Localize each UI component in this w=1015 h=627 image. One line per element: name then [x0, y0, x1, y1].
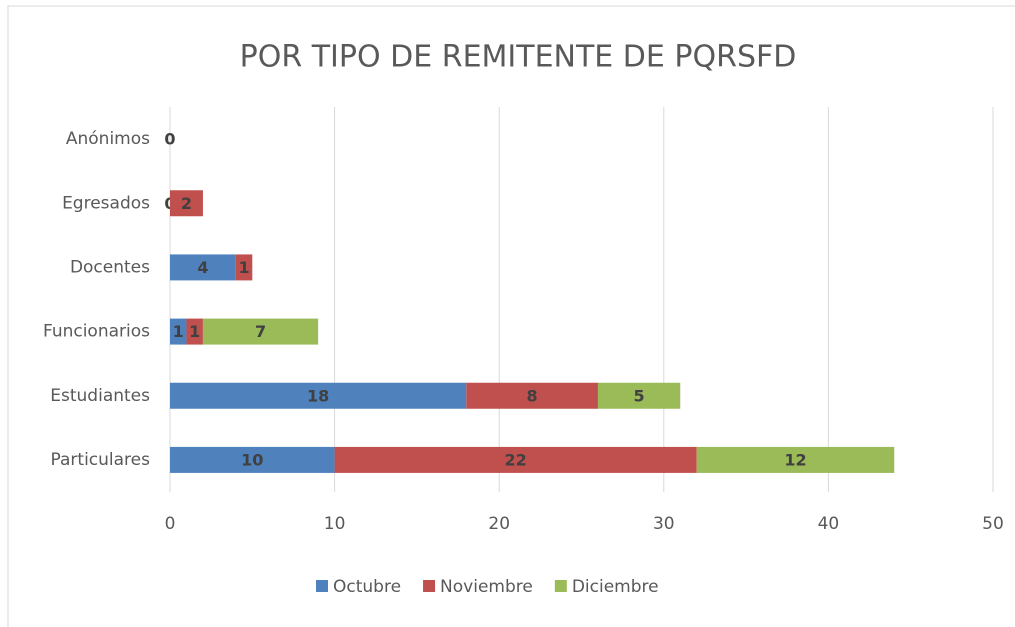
value-label: 4 — [197, 258, 208, 277]
bar — [466, 382, 598, 409]
chart-border — [7, 5, 1015, 627]
value-label: 0 — [164, 130, 175, 149]
value-label: 5 — [634, 386, 645, 405]
y-tick-label: Docentes — [70, 257, 150, 277]
bar — [170, 446, 335, 473]
value-label: 1 — [189, 322, 200, 341]
bar — [170, 318, 187, 345]
value-label: 2 — [181, 194, 192, 213]
bar — [170, 254, 236, 281]
value-label: 8 — [527, 386, 538, 405]
value-label: 1 — [173, 322, 184, 341]
chart-title: POR TIPO DE REMITENTE DE PQRSFD — [240, 40, 797, 75]
legend-swatch — [554, 580, 567, 592]
bar — [186, 318, 203, 345]
value-label: 22 — [505, 450, 527, 469]
x-tick-label: 0 — [165, 514, 176, 534]
value-label: 7 — [255, 322, 266, 341]
legend-label: Noviembre — [440, 577, 533, 597]
bar — [696, 446, 895, 473]
y-tick-label: Estudiantes — [50, 386, 150, 406]
bar — [235, 254, 253, 281]
legend-label: Diciembre — [572, 577, 659, 597]
bar — [170, 382, 467, 409]
x-tick-label: 10 — [324, 514, 346, 534]
bar — [597, 382, 681, 409]
legend-label: Octubre — [333, 577, 401, 597]
x-tick-label: 20 — [488, 514, 510, 534]
y-tick-label: Particulares — [51, 450, 151, 470]
x-tick-label: 40 — [818, 514, 840, 534]
value-label: 18 — [307, 386, 329, 405]
value-label: 1 — [238, 258, 249, 277]
value-label: 12 — [784, 450, 806, 469]
x-tick-label: 50 — [982, 514, 1004, 534]
bar — [170, 190, 203, 217]
value-label: 10 — [241, 450, 263, 469]
y-tick-label: Egresados — [62, 193, 150, 213]
legend-swatch — [316, 580, 328, 592]
legend-swatch — [423, 580, 436, 592]
x-tick-label: 30 — [653, 514, 675, 534]
y-tick-label: Funcionarios — [43, 322, 150, 342]
bar — [334, 446, 697, 473]
y-tick-label: Anónimos — [66, 129, 150, 149]
bar — [202, 318, 319, 345]
